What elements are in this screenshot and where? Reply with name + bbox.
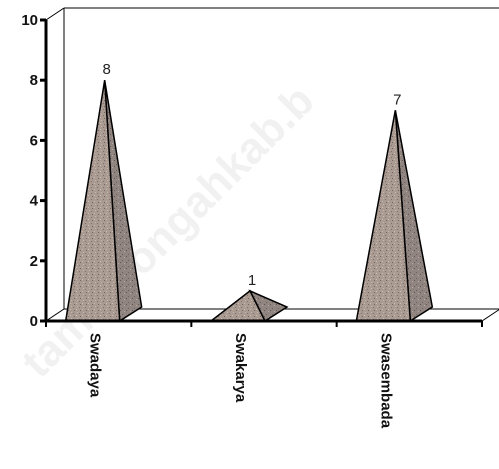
side-wall-top-edge [45, 7, 65, 21]
x-category-label: Swakarya [232, 333, 249, 403]
cone-bar-swakarya [208, 289, 289, 323]
data-label: 1 [248, 272, 256, 289]
y-axis: 0 2 4 6 8 10 [21, 12, 48, 330]
data-label: 8 [102, 61, 110, 78]
cones-layer: 8 1 7 [64, 61, 434, 323]
x-category-label: Swasembada [377, 333, 394, 429]
y-tick-label: 4 [30, 193, 39, 210]
cone-front-face [64, 80, 121, 322]
y-tick-label: 8 [30, 72, 38, 89]
y-tick-label: 6 [30, 132, 38, 149]
y-tick-label: 0 [30, 313, 38, 330]
cone-bar-swasembada [355, 110, 434, 323]
x-category-label: Swadaya [87, 333, 104, 398]
cone-front-face [355, 110, 412, 322]
data-label: 7 [393, 91, 401, 108]
x-axis: Swadaya Swakarya Swasembada [45, 319, 483, 429]
y-tick-label: 10 [21, 12, 38, 29]
y-tick-label: 2 [30, 253, 38, 270]
watermark-text: tambolongahkab.b [12, 76, 323, 387]
cone-bar-swadaya [64, 80, 143, 323]
